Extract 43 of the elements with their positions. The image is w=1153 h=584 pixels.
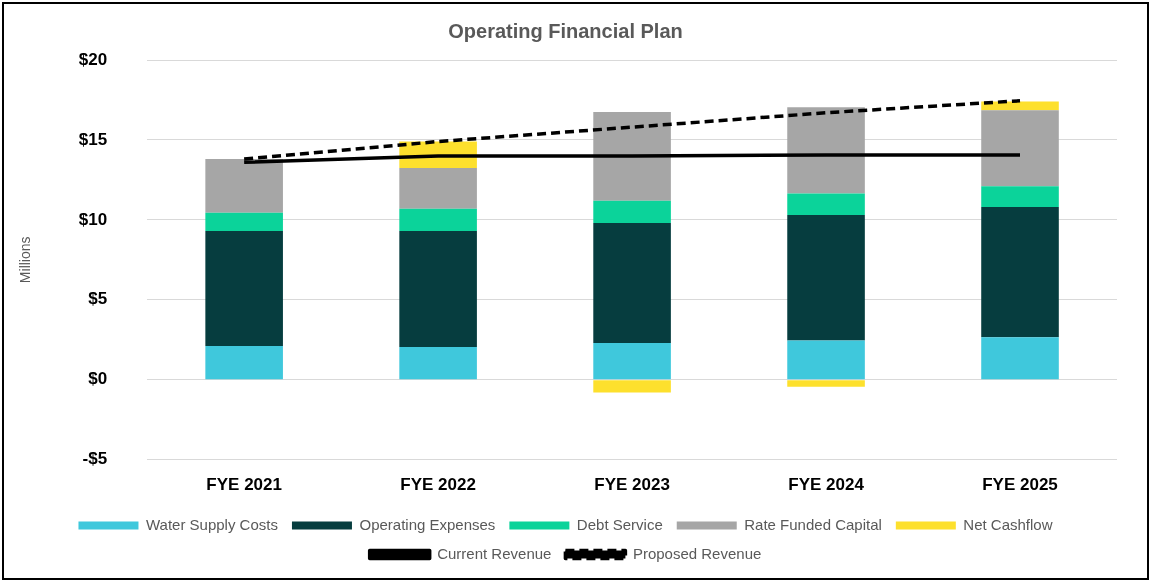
x-tick-label: FYE 2023 [594,475,670,495]
bar [593,223,671,343]
bar [787,340,865,380]
bar [399,208,477,232]
x-tick-label: FYE 2025 [982,475,1058,495]
bar [399,346,477,380]
bar [787,193,865,216]
legend-label: Operating Expenses [359,515,496,533]
bar [399,231,477,347]
bar [593,200,671,224]
bar [593,111,671,201]
bar [205,159,283,213]
x-tick-label: FYE 2024 [788,475,865,495]
y-tick-label: $10 [78,209,108,229]
bar [981,207,1059,338]
legend-label: Rate Funded Capital [744,515,882,533]
bar [981,186,1059,208]
bar [593,342,671,380]
x-tick-label: FYE 2022 [400,475,476,495]
bar [205,231,283,347]
bar [593,380,671,393]
legend-label: Net Cashflow [963,515,1053,533]
legend-label: Water Supply Costs [145,515,278,533]
y-tick-label: $15 [78,129,108,149]
bar [787,107,865,194]
y-axis-title: Millions [17,236,34,284]
bar [205,212,283,232]
bar [399,167,477,209]
legend-label: Proposed Revenue [632,544,762,562]
y-tick-label: $5 [88,289,108,309]
bar [787,380,865,387]
bar [787,215,865,341]
bar [981,337,1059,380]
y-tick-label: $20 [78,49,108,69]
chart-title: Operating Financial Plan [448,19,683,42]
bar [205,346,283,380]
line-series [242,99,1022,161]
x-tick-label: FYE 2021 [206,475,282,495]
legend-label: Debt Service [576,515,663,533]
legend-label: Current Revenue [437,544,552,562]
y-tick-label: $0 [88,369,108,389]
bar [981,110,1059,187]
y-tick-label: -$5 [82,449,108,469]
